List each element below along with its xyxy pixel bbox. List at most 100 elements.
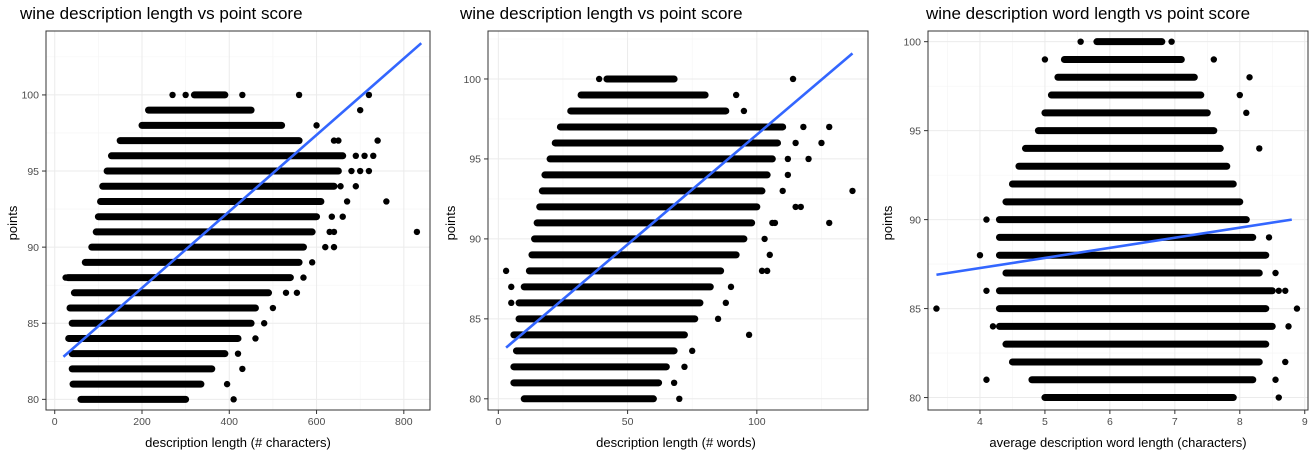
chart-1-point [293, 289, 301, 296]
chart-3-x-axis-title: average description word length (charact… [989, 435, 1246, 450]
chart-2-point [826, 123, 833, 131]
chart-2-point [670, 379, 678, 387]
chart-1-point [66, 274, 74, 281]
chart-1-y-ticks: 80 85 90 95 100 [21, 90, 46, 406]
chart-2-point [660, 187, 667, 195]
chart-1-title: wine description length vs point score [19, 4, 303, 23]
chart-2-point [769, 219, 776, 227]
chart-2-point [714, 315, 722, 323]
chart-1-x-tick-label: 600 [308, 416, 326, 428]
chart-1-point [361, 152, 368, 160]
chart-1-point [269, 304, 277, 312]
chart-2-point [502, 267, 510, 275]
chart-3-point [1275, 394, 1282, 401]
chart-2-bands [510, 75, 787, 403]
chart-2-title: wine description length vs point score [459, 4, 743, 23]
chart-1-point [322, 243, 329, 251]
chart-1-point [383, 198, 390, 205]
chart-2-point [722, 299, 730, 307]
chart-3-point [933, 305, 940, 312]
chart-2-point [595, 75, 603, 83]
chart-1-x-tick-label: 200 [133, 416, 151, 428]
chart-3-point [1246, 74, 1253, 81]
chart-1-point [348, 167, 355, 175]
chart-2-point [792, 139, 799, 147]
chart-1-points [62, 91, 421, 403]
chart-1-point [169, 91, 176, 99]
chart-1-point [339, 213, 346, 220]
chart-1-point [252, 335, 259, 342]
chart-1-y-tick-label: 95 [27, 166, 39, 178]
chart-1-x-ticks: 0 200 400 600 800 [52, 410, 413, 428]
chart-panel-3: wine description word length vs point sc… [880, 4, 1309, 450]
chart-1-point [230, 396, 237, 403]
chart-2-point [732, 91, 740, 99]
chart-1-point [330, 228, 338, 236]
chart-2-points [502, 75, 856, 403]
chart-3-point [1041, 56, 1049, 63]
chart-1-point [239, 91, 246, 99]
chart-3-fit-line [936, 218, 1292, 277]
chart-3-point [1243, 109, 1250, 117]
chart-3-y-tick-label: 80 [909, 392, 921, 404]
chart-2-point [508, 283, 515, 291]
chart-1-point [337, 183, 344, 190]
chart-3-y-tick-label: 90 [909, 214, 921, 226]
chart-3-point [1282, 358, 1289, 366]
chart-3-y-tick-label: 95 [909, 125, 921, 137]
chart-2-point [779, 187, 786, 195]
chart-1-point [260, 320, 268, 327]
chart-1-point [365, 91, 373, 99]
chart-2-point [769, 155, 776, 163]
chart-1-point [295, 91, 303, 99]
chart-1-x-axis-title: description length (# characters) [145, 435, 331, 450]
chart-2-y-tick-label: 85 [469, 314, 481, 326]
chart-3-x-tick-label: 8 [1237, 416, 1243, 428]
chart-3-y-tick-label: 85 [909, 303, 921, 315]
chart-2-point [797, 203, 804, 211]
chart-2-y-tick-label: 100 [463, 74, 481, 86]
chart-3-panel-border [927, 30, 1309, 411]
chart-3-point [1272, 376, 1279, 383]
chart-1-point [239, 365, 246, 373]
chart-3-point [989, 323, 997, 330]
chart-2-point [766, 251, 773, 259]
chart-1-point [308, 259, 316, 266]
chart-3-x-tick-label: 4 [977, 416, 983, 428]
chart-1-y-tick-label: 90 [27, 242, 39, 254]
chart-3-point [1293, 305, 1301, 312]
chart-2-point [758, 267, 766, 275]
chart-1-y-tick-label: 85 [27, 318, 39, 330]
chart-2-point [784, 171, 792, 179]
chart-3-point [1285, 323, 1292, 330]
chart-1-point [71, 335, 78, 342]
chart-2-y-tick-label: 80 [469, 394, 481, 406]
chart-3-x-tick-label: 7 [1172, 416, 1178, 428]
chart-3-x-ticks: 4 5 6 7 8 9 [977, 410, 1308, 428]
chart-1-x-tick-label: 0 [52, 416, 58, 428]
chart-3-point [1275, 287, 1282, 294]
chart-2-point [745, 331, 753, 339]
chart-3-x-tick-label: 5 [1042, 416, 1048, 428]
chart-2-x-tick-label: 0 [495, 416, 501, 428]
chart-3-point [1168, 38, 1175, 45]
chart-1-point [300, 274, 307, 281]
chart-3-point [1077, 38, 1084, 45]
chart-1-fit-line [62, 42, 423, 358]
chart-2-y-axis-title: points [443, 205, 458, 240]
chart-1-x-tick-label: 400 [221, 416, 239, 428]
chart-2-point [508, 299, 515, 307]
chart-1-point [370, 152, 377, 160]
chart-1-point [182, 91, 189, 99]
chart-1-point [343, 198, 351, 205]
chart-2-point [826, 219, 833, 227]
chart-3-y-axis-title: points [880, 205, 895, 240]
chart-1-point [328, 213, 336, 220]
chart-3-x-tick-label: 9 [1302, 416, 1308, 428]
chart-3-point [983, 216, 990, 223]
chart-3-point [1282, 287, 1289, 294]
chart-1-y-tick-label: 80 [27, 394, 39, 406]
chart-2-y-tick-label: 90 [469, 234, 481, 246]
chart-2-y-ticks: 80 85 90 95 100 [463, 74, 488, 406]
chart-1-y-tick-label: 100 [21, 90, 39, 102]
